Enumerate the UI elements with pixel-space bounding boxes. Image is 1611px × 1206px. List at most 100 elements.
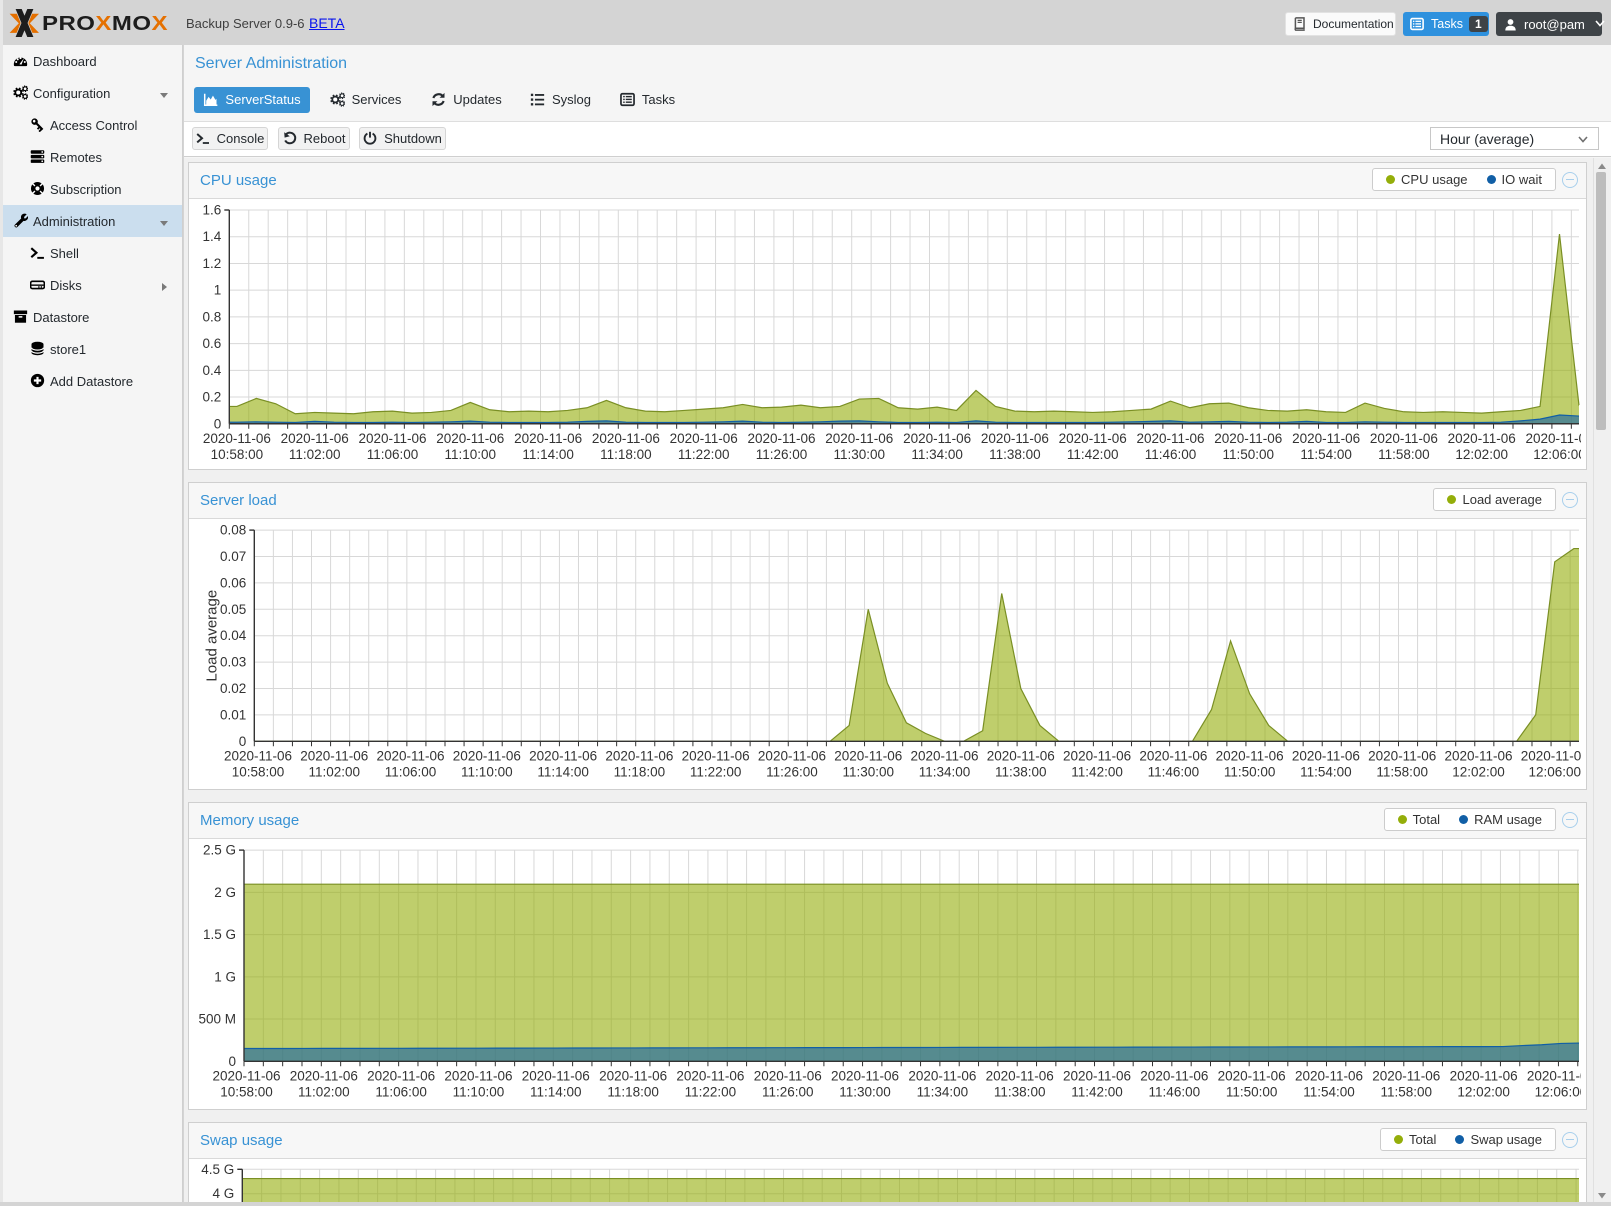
svg-text:2020-11-06: 2020-11-06	[1063, 748, 1131, 763]
svg-text:11:02:00: 11:02:00	[289, 447, 341, 462]
svg-text:2020-11-06: 2020-11-06	[212, 1068, 280, 1083]
svg-text:0: 0	[214, 416, 222, 431]
svg-text:10:58:00: 10:58:00	[232, 764, 285, 779]
svg-text:12:06:00: 12:06:00	[1533, 447, 1586, 462]
svg-text:11:06:00: 11:06:00	[385, 764, 437, 779]
svg-text:12:06:00: 12:06:00	[1528, 764, 1581, 779]
svg-text:0.03: 0.03	[220, 655, 246, 670]
svg-text:2020-11-06: 2020-11-06	[1063, 1068, 1131, 1083]
svg-text:2020-11-06: 2020-11-06	[1444, 748, 1512, 763]
svg-text:2020-11-06: 2020-11-06	[290, 1068, 358, 1083]
svg-text:11:46:00: 11:46:00	[1149, 1084, 1201, 1099]
svg-text:1.4: 1.4	[203, 229, 222, 244]
svg-text:11:34:00: 11:34:00	[919, 764, 971, 779]
svg-text:4 G: 4 G	[213, 1186, 235, 1201]
svg-text:2020-11-06: 2020-11-06	[1292, 431, 1360, 446]
svg-text:2020-11-06: 2020-11-06	[676, 1068, 744, 1083]
svg-text:11:02:00: 11:02:00	[308, 764, 360, 779]
svg-text:11:22:00: 11:22:00	[690, 764, 742, 779]
svg-text:2020-11-06: 2020-11-06	[599, 1068, 667, 1083]
svg-text:11:14:00: 11:14:00	[522, 447, 574, 462]
svg-text:2020-11-06: 2020-11-06	[831, 1068, 899, 1083]
svg-text:11:30:00: 11:30:00	[834, 447, 886, 462]
svg-text:2020-11-06: 2020-11-06	[203, 431, 271, 446]
svg-text:2020-11-06: 2020-11-06	[987, 748, 1055, 763]
svg-text:2020-11-06: 2020-11-06	[981, 431, 1049, 446]
svg-text:2020-11-06: 2020-11-06	[1214, 431, 1282, 446]
svg-text:11:06:00: 11:06:00	[375, 1084, 427, 1099]
svg-text:2020-11-06: 2020-11-06	[367, 1068, 435, 1083]
svg-text:11:58:00: 11:58:00	[1376, 764, 1428, 779]
svg-text:2020-11-06: 2020-11-06	[1295, 1068, 1363, 1083]
svg-text:2020-11-06: 2020-11-06	[605, 748, 673, 763]
svg-text:11:42:00: 11:42:00	[1067, 447, 1119, 462]
svg-text:0.6: 0.6	[203, 336, 222, 351]
svg-text:11:18:00: 11:18:00	[600, 447, 652, 462]
svg-text:11:26:00: 11:26:00	[756, 447, 808, 462]
svg-text:11:10:00: 11:10:00	[445, 447, 497, 462]
svg-text:11:30:00: 11:30:00	[839, 1084, 891, 1099]
svg-text:1.5 G: 1.5 G	[203, 927, 236, 942]
svg-text:1.6: 1.6	[203, 203, 222, 218]
svg-text:2020-11-06: 2020-11-06	[1370, 431, 1438, 446]
svg-text:2020-11-06: 2020-11-06	[522, 1068, 590, 1083]
svg-text:11:42:00: 11:42:00	[1071, 1084, 1123, 1099]
svg-text:2020-11-06: 2020-11-06	[670, 431, 738, 446]
svg-text:2020-11-06: 2020-11-06	[453, 748, 521, 763]
svg-text:0.8: 0.8	[203, 309, 222, 324]
svg-text:11:38:00: 11:38:00	[994, 1084, 1046, 1099]
svg-text:0.02: 0.02	[220, 681, 246, 696]
svg-text:11:38:00: 11:38:00	[989, 447, 1041, 462]
svg-text:0.06: 0.06	[220, 575, 246, 590]
svg-text:2020-11-06: 2020-11-06	[903, 431, 971, 446]
svg-text:2020-11-06: 2020-11-06	[1139, 748, 1207, 763]
svg-text:10:58:00: 10:58:00	[220, 1084, 273, 1099]
svg-text:PROXMOX: PROXMOX	[42, 12, 168, 35]
svg-text:2020-11-06: 2020-11-06	[358, 431, 426, 446]
svg-text:2020-11-06: 2020-11-06	[754, 1068, 822, 1083]
svg-text:0.4: 0.4	[203, 363, 222, 378]
svg-text:2020-11-06: 2020-11-06	[1136, 431, 1204, 446]
svg-text:11:42:00: 11:42:00	[1071, 764, 1123, 779]
svg-text:11:14:00: 11:14:00	[530, 1084, 582, 1099]
svg-text:11:18:00: 11:18:00	[614, 764, 666, 779]
svg-text:12:06:00: 12:06:00	[1535, 1084, 1586, 1099]
svg-text:0.05: 0.05	[220, 602, 246, 617]
svg-text:Load average: Load average	[203, 590, 220, 682]
svg-text:2020-11-06: 2020-11-06	[1527, 1068, 1586, 1083]
svg-text:2020-11-06: 2020-11-06	[758, 748, 826, 763]
svg-text:0: 0	[228, 1054, 236, 1069]
svg-text:4.5 G: 4.5 G	[201, 1162, 234, 1177]
svg-text:11:30:00: 11:30:00	[842, 764, 894, 779]
svg-text:2020-11-06: 2020-11-06	[224, 748, 292, 763]
svg-text:1.2: 1.2	[203, 256, 222, 271]
svg-text:11:06:00: 11:06:00	[367, 447, 419, 462]
svg-text:1 G: 1 G	[214, 969, 236, 984]
svg-text:11:02:00: 11:02:00	[298, 1084, 350, 1099]
svg-text:1: 1	[214, 283, 222, 298]
svg-text:2020-11-06: 2020-11-06	[910, 748, 978, 763]
svg-text:11:10:00: 11:10:00	[453, 1084, 505, 1099]
svg-text:0.08: 0.08	[220, 523, 246, 538]
svg-text:11:46:00: 11:46:00	[1148, 764, 1200, 779]
svg-text:500 M: 500 M	[198, 1012, 236, 1027]
svg-text:2020-11-06: 2020-11-06	[1059, 431, 1127, 446]
svg-text:2020-11-06: 2020-11-06	[529, 748, 597, 763]
svg-text:12:02:00: 12:02:00	[1452, 764, 1505, 779]
svg-text:2020-11-06: 2020-11-06	[592, 431, 660, 446]
svg-text:2 G: 2 G	[214, 885, 236, 900]
svg-text:2020-11-06: 2020-11-06	[281, 431, 349, 446]
svg-text:11:50:00: 11:50:00	[1223, 447, 1275, 462]
svg-text:0.01: 0.01	[220, 707, 246, 722]
svg-text:11:22:00: 11:22:00	[678, 447, 730, 462]
svg-text:2020-11-06: 2020-11-06	[1292, 748, 1360, 763]
svg-text:10:58:00: 10:58:00	[211, 447, 264, 462]
svg-text:11:34:00: 11:34:00	[911, 447, 963, 462]
svg-text:2020-11-06: 2020-11-06	[300, 748, 368, 763]
svg-text:11:58:00: 11:58:00	[1381, 1084, 1433, 1099]
svg-text:12:02:00: 12:02:00	[1455, 447, 1508, 462]
svg-text:2020-11-06: 2020-11-06	[682, 748, 750, 763]
svg-text:2020-11-06: 2020-11-06	[444, 1068, 512, 1083]
svg-text:11:46:00: 11:46:00	[1145, 447, 1197, 462]
svg-text:2.5 G: 2.5 G	[203, 843, 236, 858]
